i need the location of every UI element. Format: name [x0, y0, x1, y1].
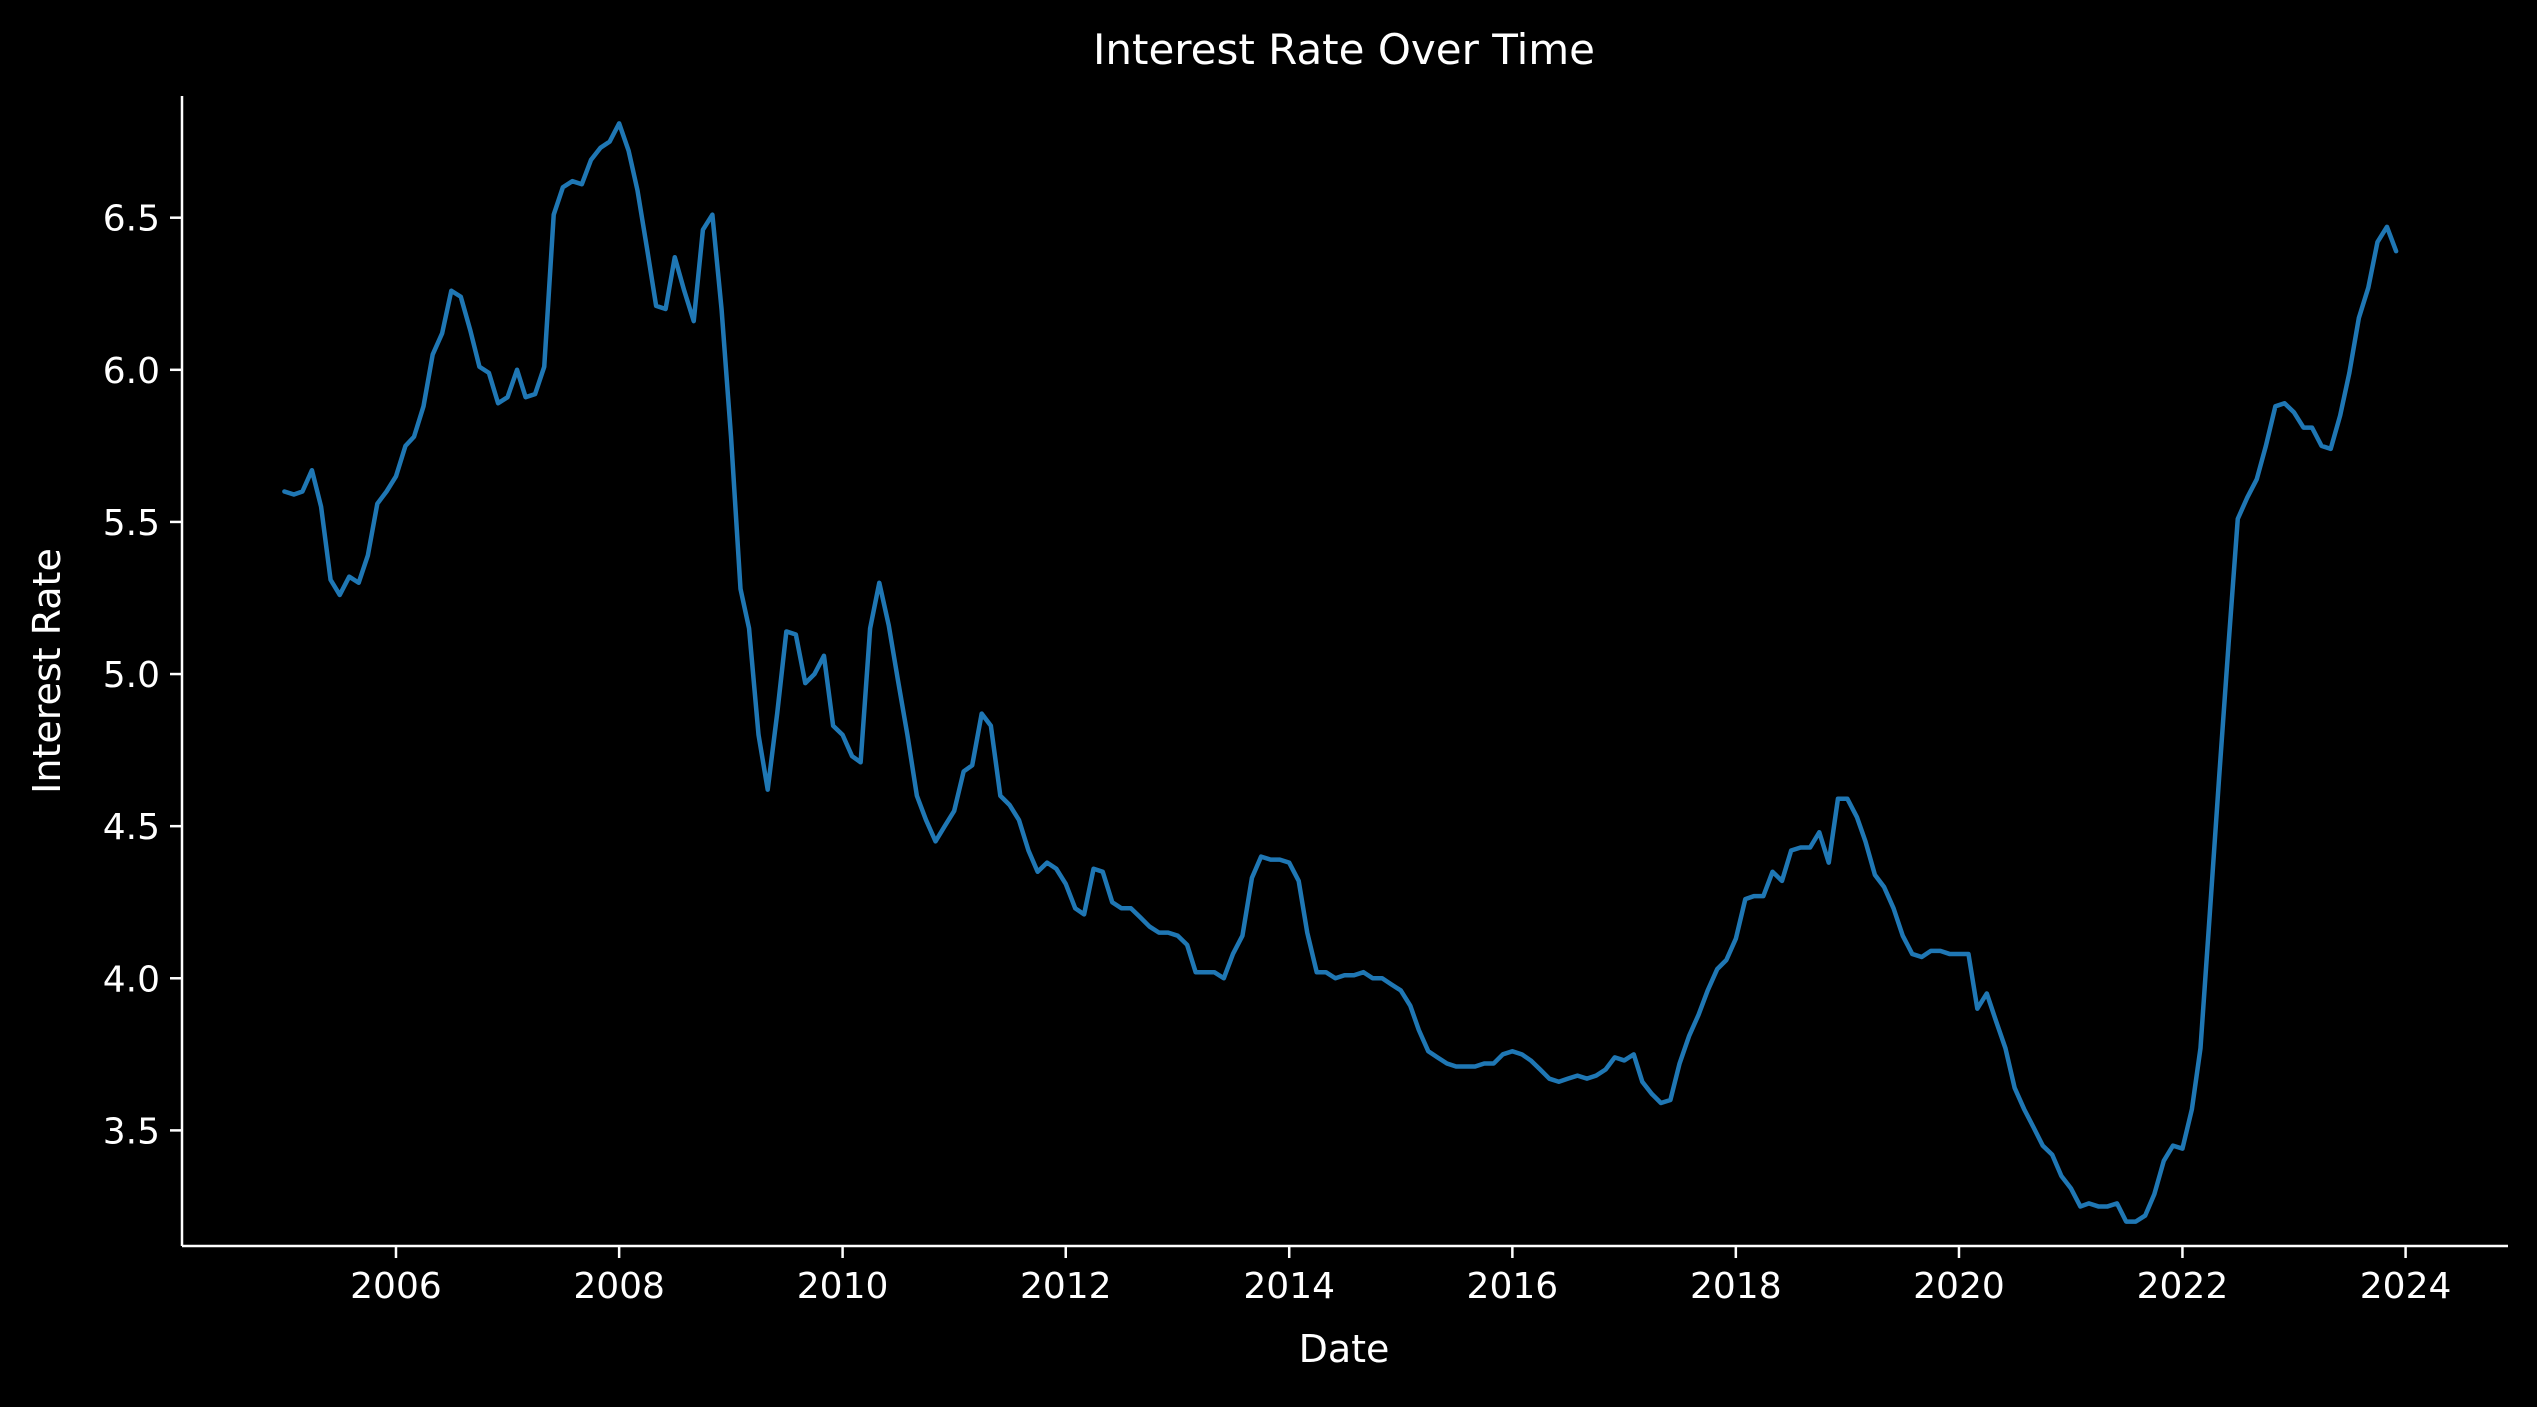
x-tick-label: 2018 [1690, 1266, 1782, 1307]
x-tick-label: 2010 [797, 1266, 889, 1307]
y-axis-ticks: 3.5 4.0 4.5 5.0 5.5 6.0 6.5 [103, 199, 182, 1152]
chart-title: Interest Rate Over Time [1093, 25, 1595, 74]
y-tick-label: 6.0 [103, 351, 160, 392]
x-axis-ticks: 2006 2008 2010 2012 2014 2016 2018 2020 2022 2024 [350, 1246, 2451, 1307]
plot-area [282, 121, 2399, 1224]
y-tick-label: 4.0 [103, 959, 160, 1000]
y-tick-label: 5.5 [103, 503, 160, 544]
y-tick-label: 3.5 [103, 1111, 160, 1152]
x-tick-label: 2006 [350, 1266, 442, 1307]
x-tick-label: 2022 [2137, 1266, 2229, 1307]
x-tick-label: 2024 [2360, 1266, 2452, 1307]
x-tick-label: 2008 [573, 1266, 665, 1307]
y-tick-label: 6.5 [103, 199, 160, 240]
y-tick-label: 5.0 [103, 655, 160, 696]
series-line [282, 121, 2399, 1224]
x-tick-label: 2016 [1467, 1266, 1559, 1307]
x-tick-label: 2012 [1020, 1266, 1112, 1307]
x-axis-label: Date [1299, 1327, 1390, 1371]
y-axis-label: Interest Rate [25, 548, 69, 794]
y-tick-label: 4.5 [103, 807, 160, 848]
x-tick-label: 2014 [1243, 1266, 1335, 1307]
x-tick-label: 2020 [1913, 1266, 2005, 1307]
